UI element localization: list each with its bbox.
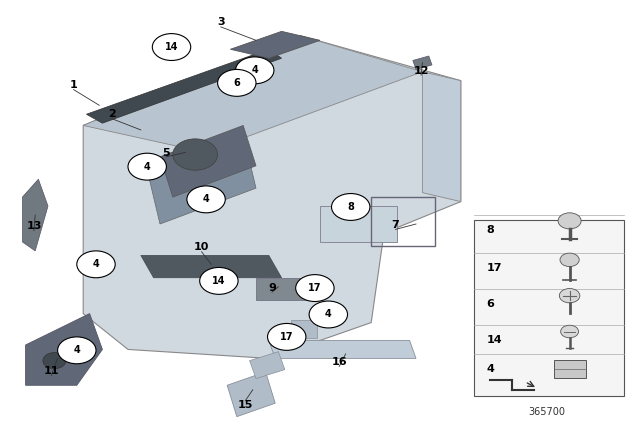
Text: 4: 4 xyxy=(144,162,150,172)
Text: 3: 3 xyxy=(217,17,225,27)
Polygon shape xyxy=(160,125,256,197)
Text: 11: 11 xyxy=(44,366,59,376)
Circle shape xyxy=(560,253,579,267)
Text: 8: 8 xyxy=(486,225,494,235)
Text: 17: 17 xyxy=(486,263,502,273)
Text: 6: 6 xyxy=(234,78,240,88)
Text: 12: 12 xyxy=(413,66,429,76)
Polygon shape xyxy=(86,49,282,123)
Circle shape xyxy=(200,267,238,294)
Text: 14: 14 xyxy=(486,335,502,345)
Circle shape xyxy=(268,323,306,350)
FancyBboxPatch shape xyxy=(554,360,586,378)
Polygon shape xyxy=(147,134,256,224)
Circle shape xyxy=(128,153,166,180)
Text: 4: 4 xyxy=(74,345,80,355)
Circle shape xyxy=(296,275,334,302)
Circle shape xyxy=(332,194,370,220)
Polygon shape xyxy=(83,36,461,358)
Polygon shape xyxy=(269,340,416,358)
Circle shape xyxy=(226,71,254,90)
Circle shape xyxy=(561,325,579,338)
Polygon shape xyxy=(250,352,285,379)
Circle shape xyxy=(187,186,225,213)
Text: 4: 4 xyxy=(252,65,258,75)
Polygon shape xyxy=(230,31,320,58)
Text: 4: 4 xyxy=(486,364,494,374)
Text: 7: 7 xyxy=(392,220,399,230)
Polygon shape xyxy=(256,278,307,300)
FancyBboxPatch shape xyxy=(474,220,624,396)
Text: 5: 5 xyxy=(163,148,170,158)
Text: 4: 4 xyxy=(203,194,209,204)
Text: 8: 8 xyxy=(348,202,354,212)
Polygon shape xyxy=(22,179,48,251)
Text: 17: 17 xyxy=(308,283,322,293)
Text: 14: 14 xyxy=(164,42,179,52)
Text: 17: 17 xyxy=(280,332,294,342)
Text: 14: 14 xyxy=(212,276,226,286)
Text: 13: 13 xyxy=(26,221,42,231)
Polygon shape xyxy=(227,372,275,417)
Polygon shape xyxy=(413,56,432,69)
Text: 6: 6 xyxy=(486,299,494,309)
Text: 15: 15 xyxy=(237,401,253,410)
Circle shape xyxy=(236,57,274,84)
Circle shape xyxy=(173,139,218,170)
Circle shape xyxy=(43,353,66,369)
Text: 2: 2 xyxy=(108,109,116,119)
Circle shape xyxy=(558,213,581,229)
Polygon shape xyxy=(422,72,461,202)
Circle shape xyxy=(309,301,348,328)
Text: 4: 4 xyxy=(93,259,99,269)
Polygon shape xyxy=(141,255,282,278)
Circle shape xyxy=(58,337,96,364)
Polygon shape xyxy=(320,206,397,242)
Text: 365700: 365700 xyxy=(529,407,566,417)
Text: 10: 10 xyxy=(194,242,209,252)
Circle shape xyxy=(559,289,580,303)
Polygon shape xyxy=(83,36,422,152)
Text: 1: 1 xyxy=(70,80,77,90)
Text: 4: 4 xyxy=(325,310,332,319)
Text: 9: 9 xyxy=(268,283,276,293)
Circle shape xyxy=(152,34,191,60)
Circle shape xyxy=(77,251,115,278)
Text: 16: 16 xyxy=(332,357,347,367)
Polygon shape xyxy=(291,320,317,338)
Circle shape xyxy=(218,69,256,96)
Polygon shape xyxy=(26,314,102,385)
